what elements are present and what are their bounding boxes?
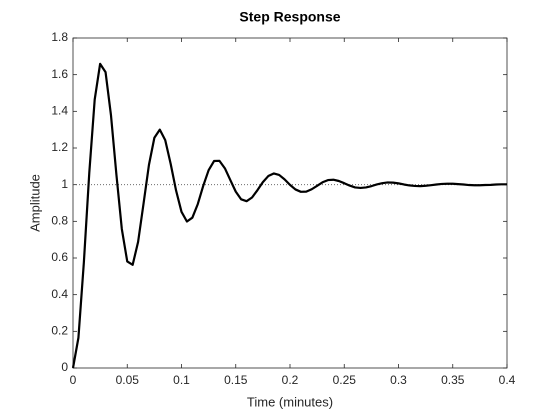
- x-tick-label: 0.2: [282, 373, 299, 387]
- y-tick-label: 1.4: [51, 104, 68, 118]
- y-tick-label: 1.2: [51, 140, 68, 154]
- x-axis-label: Time (minutes): [247, 394, 333, 409]
- x-tick-label: 0.35: [441, 373, 465, 387]
- y-tick-label: 0: [61, 360, 68, 374]
- y-tick-label: 1.8: [51, 30, 68, 44]
- y-tick-label: 0.2: [51, 324, 68, 338]
- x-tick-label: 0: [70, 373, 77, 387]
- series-line: [71, 62, 507, 369]
- y-axis-label: Amplitude: [27, 174, 42, 232]
- y-tick-label: 0.8: [51, 214, 68, 228]
- y-tick-label: 0.6: [51, 250, 68, 264]
- x-tick-label: 0.1: [173, 373, 190, 387]
- y-tick-label: 1.6: [51, 67, 68, 81]
- x-tick-label: 0.4: [499, 373, 516, 387]
- x-tick-label: 0.25: [333, 373, 357, 387]
- x-tick-label: 0.05: [116, 373, 140, 387]
- y-tick-label: 0.4: [51, 287, 68, 301]
- y-tick-label: 1: [61, 177, 68, 191]
- plot-frame: [72, 37, 508, 369]
- x-tick-label: 0.3: [390, 373, 407, 387]
- chart-title: Step Response: [239, 9, 340, 25]
- x-tick-label: 0.15: [224, 373, 248, 387]
